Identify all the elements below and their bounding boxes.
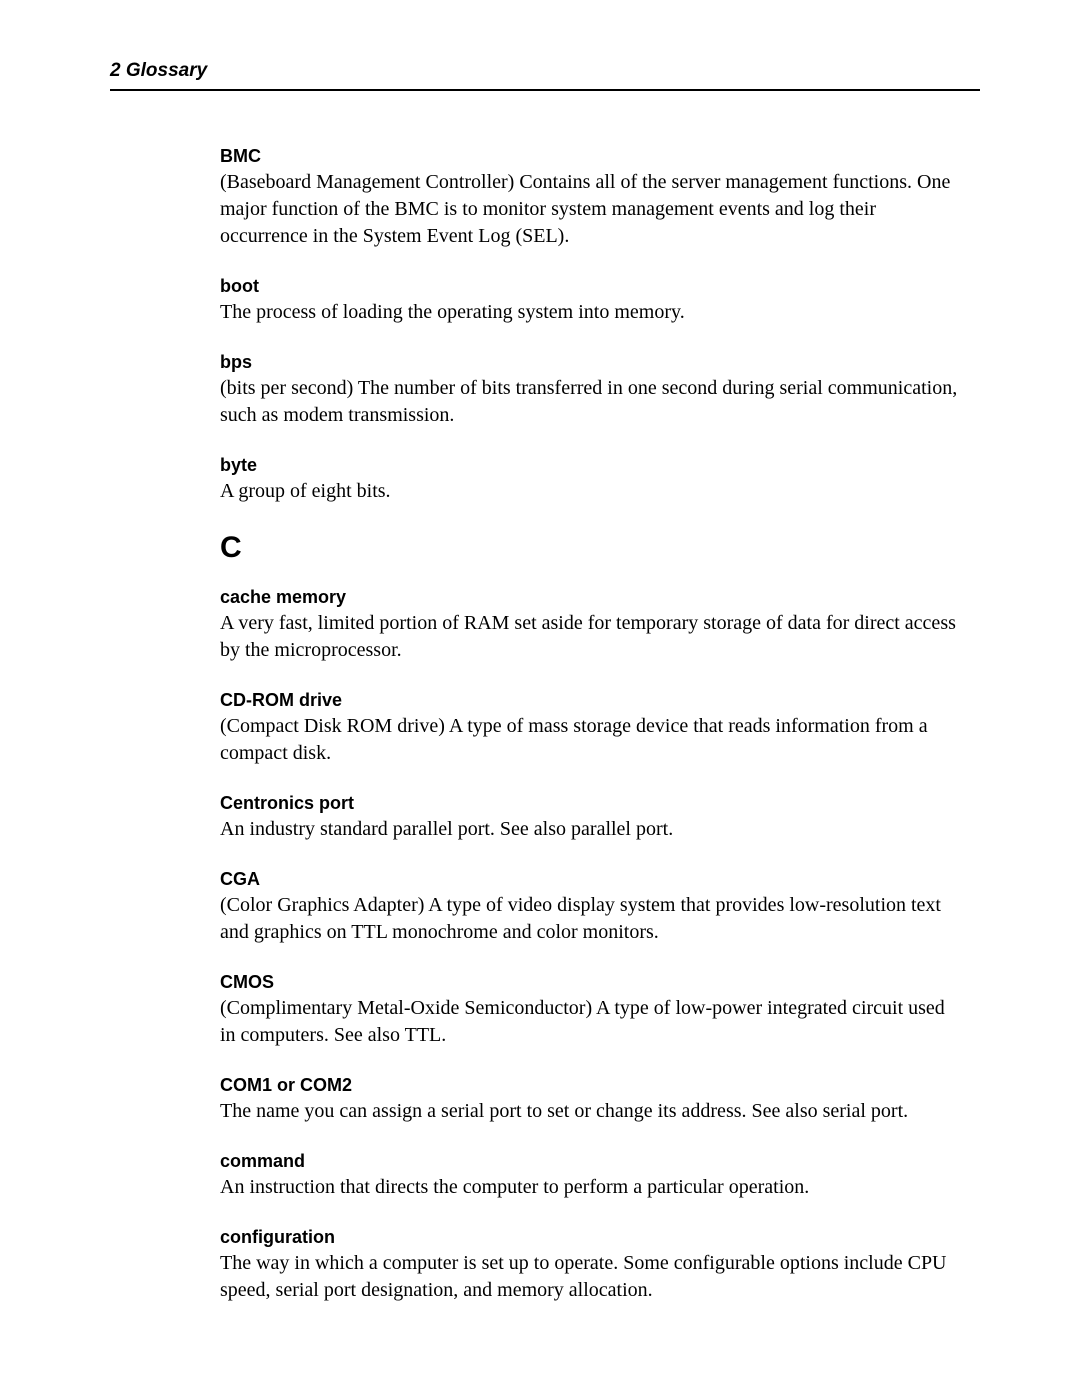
glossary-term: configuration — [220, 1227, 965, 1248]
glossary-term: bps — [220, 352, 965, 373]
glossary-definition: The way in which a computer is set up to… — [220, 1250, 965, 1304]
glossary-term: boot — [220, 276, 965, 297]
section-letter: C — [220, 531, 965, 565]
glossary-term: command — [220, 1151, 965, 1172]
glossary-content: BMC (Baseboard Management Controller) Co… — [220, 146, 965, 1304]
glossary-term: CMOS — [220, 972, 965, 993]
glossary-definition: (Baseboard Management Controller) Contai… — [220, 169, 965, 250]
glossary-term: BMC — [220, 146, 965, 167]
glossary-definition: A group of eight bits. — [220, 478, 965, 505]
glossary-definition: (Compact Disk ROM drive) A type of mass … — [220, 713, 965, 767]
glossary-term: CGA — [220, 869, 965, 890]
glossary-definition: An industry standard parallel port. See … — [220, 816, 965, 843]
header-title: 2 Glossary — [110, 60, 207, 81]
glossary-definition: A very fast, limited portion of RAM set … — [220, 610, 965, 664]
glossary-definition: The process of loading the operating sys… — [220, 299, 965, 326]
page-header: 2 Glossary — [110, 60, 980, 91]
glossary-definition: (bits per second) The number of bits tra… — [220, 375, 965, 429]
glossary-term: Centronics port — [220, 793, 965, 814]
glossary-definition: (Color Graphics Adapter) A type of video… — [220, 892, 965, 946]
glossary-definition: The name you can assign a serial port to… — [220, 1098, 965, 1125]
glossary-definition: (Complimentary Metal-Oxide Semiconductor… — [220, 995, 965, 1049]
glossary-term: COM1 or COM2 — [220, 1075, 965, 1096]
glossary-term: CD-ROM drive — [220, 690, 965, 711]
glossary-term: byte — [220, 455, 965, 476]
glossary-definition: An instruction that directs the computer… — [220, 1174, 965, 1201]
glossary-term: cache memory — [220, 587, 965, 608]
